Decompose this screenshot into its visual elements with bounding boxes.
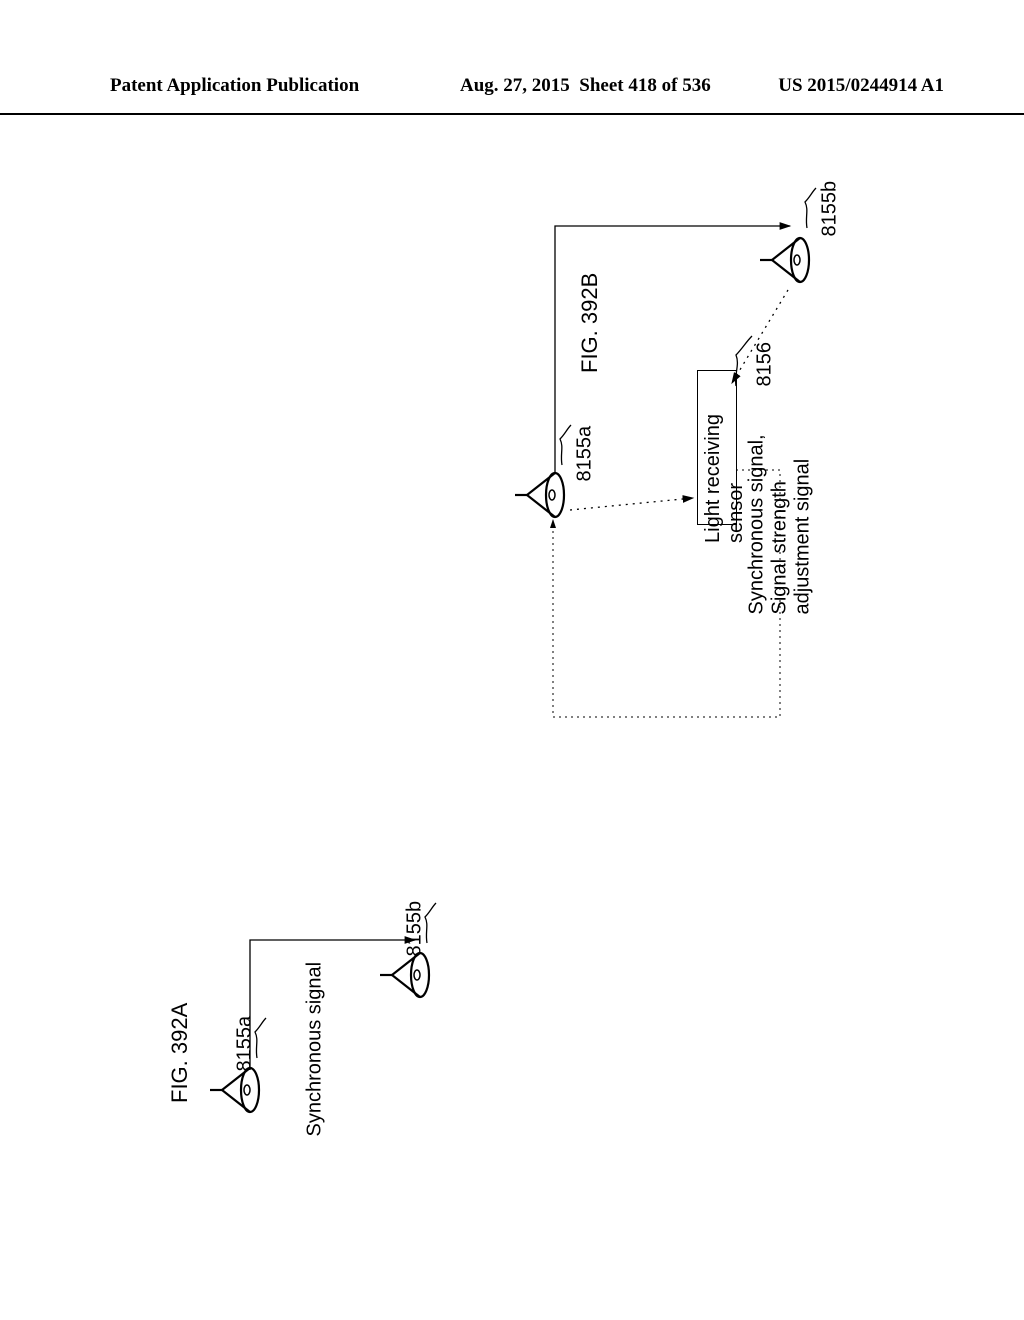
fig-a: [210, 903, 436, 1112]
fig-b: [515, 188, 816, 717]
diagram-svg: [0, 0, 1024, 1320]
